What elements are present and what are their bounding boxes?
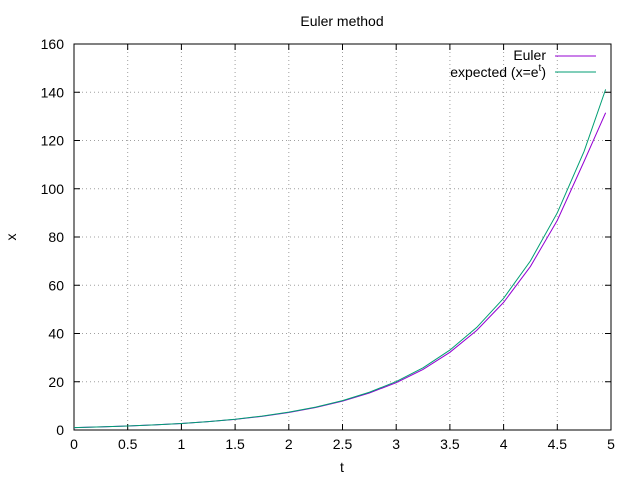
legend-label-euler: Euler — [513, 47, 546, 63]
x-tick-label: 1.5 — [225, 436, 245, 452]
y-tick-label: 20 — [48, 374, 64, 390]
series-lines — [73, 89, 607, 429]
y-tick-label: 100 — [41, 181, 65, 197]
axis-ticks: 0 0.5 1 1.5 2 2.5 3 3.5 4 4.5 5 0 20 40 60 80 100 120 140 1… — [41, 36, 615, 452]
y-tick-label: 160 — [41, 36, 65, 52]
y-tick-label: 60 — [48, 277, 64, 293]
x-tick-label: 2 — [285, 436, 293, 452]
x-axis-label: t — [340, 459, 344, 475]
x-tick-label: 3.5 — [440, 436, 460, 452]
series-line-euler — [73, 112, 607, 429]
x-tick-label: 4 — [500, 436, 508, 452]
y-tick-label: 40 — [48, 326, 64, 342]
y-tick-label: 80 — [48, 229, 64, 245]
legend: Euler expected (x=et) — [450, 47, 596, 80]
y-tick-label: 140 — [41, 84, 65, 100]
y-tick-label: 0 — [56, 422, 64, 438]
x-tick-label: 5 — [607, 436, 615, 452]
y-axis-label: x — [3, 234, 19, 241]
x-tick-label: 4.5 — [548, 436, 568, 452]
series-line-expected — [73, 89, 607, 429]
y-tick-label: 120 — [41, 133, 65, 149]
x-tick-label: 0 — [70, 436, 78, 452]
x-tick-label: 1 — [178, 436, 186, 452]
x-tick-label: 2.5 — [333, 436, 353, 452]
x-tick-label: 3 — [392, 436, 400, 452]
x-tick-label: 0.5 — [118, 436, 138, 452]
grid-lines — [74, 44, 611, 430]
chart-title: Euler method — [300, 13, 383, 29]
legend-label-expected: expected (x=et) — [450, 63, 546, 80]
